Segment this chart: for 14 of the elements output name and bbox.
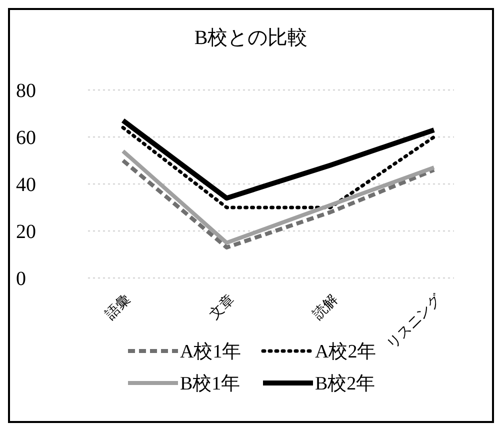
x-tick-label: 文章 [206,292,238,323]
legend-label: A校2年 [315,342,376,363]
x-tick-label: 読解 [310,292,342,323]
x-tick-label: リスニング [384,292,446,352]
legend-label: A校1年 [180,342,242,363]
y-tick-label: 60 [16,127,36,149]
y-tick-label: 0 [16,268,26,290]
legend-label: B校2年 [315,374,376,395]
legend-label: B校1年 [180,374,240,395]
y-tick-label: 80 [16,80,36,102]
chart-title: B校との比較 [194,27,308,49]
x-tick-label: 語彙 [102,292,134,323]
y-tick-label: 40 [16,174,36,196]
y-tick-label: 20 [16,221,36,243]
